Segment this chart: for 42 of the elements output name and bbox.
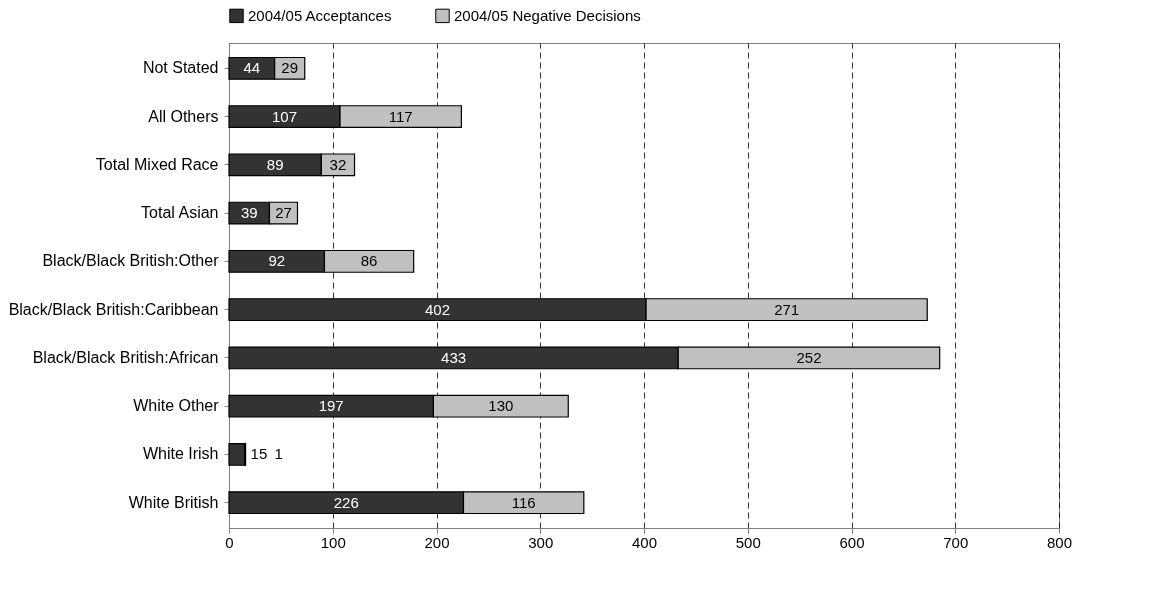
bar	[228, 442, 246, 466]
x-tick-label: 700	[943, 533, 969, 551]
data-label: 15	[250, 445, 268, 463]
data-label: 226	[333, 493, 359, 511]
data-label: 130	[488, 397, 514, 415]
x-tick-label: 400	[631, 533, 658, 551]
data-label: 116	[511, 493, 536, 511]
data-label: 29	[281, 59, 299, 77]
data-label: 89	[266, 155, 284, 173]
data-label: 1	[274, 445, 283, 463]
y-tick-label: Total Mixed Race	[95, 155, 219, 173]
data-label: 402	[425, 300, 451, 318]
data-label: 252	[796, 348, 822, 366]
x-tick-label: 800	[1046, 533, 1073, 551]
y-tick-label: White British	[128, 493, 219, 511]
data-label: 92	[268, 252, 286, 270]
y-tick-label: Not Stated	[142, 59, 219, 77]
x-tick-label: 600	[839, 533, 865, 551]
x-tick-label: 500	[735, 533, 761, 551]
y-tick-label: Black/Black British:Caribbean	[8, 300, 219, 318]
legend-label: 2004/05 Acceptances	[248, 6, 392, 24]
data-label: 44	[243, 59, 261, 77]
y-tick-label: White Other	[133, 397, 220, 415]
x-tick-label: 100	[320, 533, 346, 551]
y-tick-label: Total Asian	[141, 204, 219, 222]
data-label: 197	[318, 397, 344, 415]
data-label: 107	[271, 107, 298, 125]
data-label: 27	[275, 204, 292, 222]
data-label: 433	[441, 348, 467, 366]
y-tick-label: Black/Black British:Other	[42, 252, 220, 270]
x-tick-label: 200	[424, 533, 450, 551]
x-tick-label: 300	[528, 533, 554, 551]
y-tick-label: Black/Black British:African	[32, 348, 219, 366]
data-label: 39	[240, 204, 258, 222]
data-label: 86	[360, 252, 378, 270]
legend-label: 2004/05 Negative Decisions	[454, 6, 641, 24]
data-label: 271	[774, 300, 800, 318]
y-tick-label: White Irish	[142, 445, 219, 463]
y-tick-label: All Others	[148, 107, 219, 125]
x-tick-label: 0	[225, 533, 234, 551]
data-label: 32	[329, 155, 347, 173]
data-label: 117	[388, 107, 413, 125]
